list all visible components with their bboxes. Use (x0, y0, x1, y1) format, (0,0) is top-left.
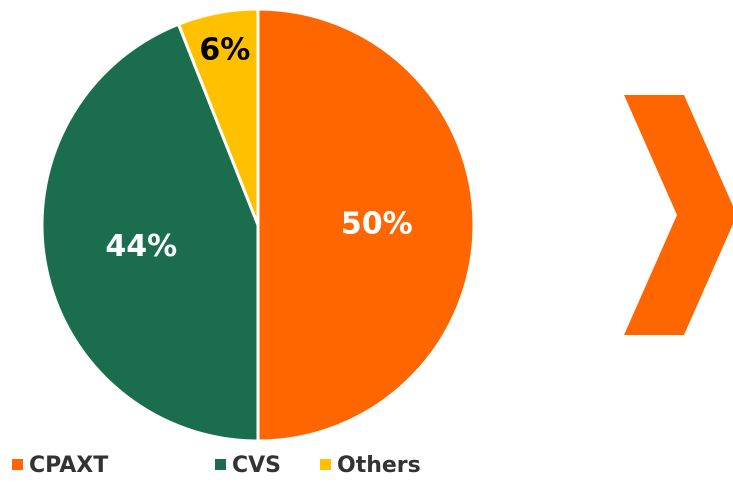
legend-label: CVS (232, 453, 281, 478)
chevron-arrow (624, 95, 733, 335)
pie-slice (176, 7, 260, 226)
data-label: 44% (105, 229, 177, 264)
data-label: 6% (199, 33, 250, 68)
legend-label: Others (337, 453, 421, 478)
pie-slice (40, 22, 260, 443)
legend-swatch (320, 459, 331, 470)
legend-swatch (12, 459, 23, 470)
legend-label: CPAXT (29, 453, 108, 478)
pie-slice (256, 7, 476, 443)
legend-swatch (215, 459, 226, 470)
data-label: 50% (341, 207, 413, 242)
